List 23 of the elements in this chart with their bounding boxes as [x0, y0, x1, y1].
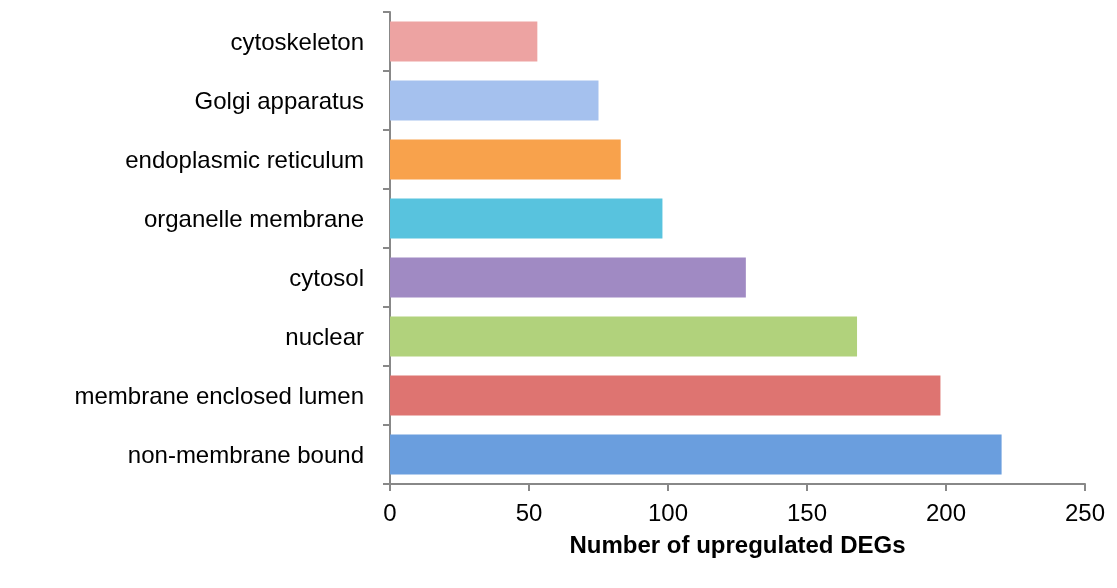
y-tick-label: nuclear: [285, 323, 364, 350]
bar: [390, 316, 858, 357]
y-tick-label: Golgi apparatus: [194, 87, 364, 114]
bar: [390, 139, 621, 180]
x-tick-label: 100: [647, 498, 689, 526]
y-tick-label: organelle membrane: [143, 205, 364, 232]
x-tick-label: 50: [515, 498, 543, 526]
y-tick-label: cytoskeleton: [230, 28, 364, 55]
x-tick-label: 150: [786, 498, 828, 526]
bar: [390, 80, 599, 121]
bar: [390, 198, 663, 239]
y-tick-label: membrane enclosed lumen: [74, 382, 364, 409]
x-axis-title: Number of upregulated DEGs: [569, 530, 906, 558]
bar: [390, 21, 538, 62]
y-tick-label: cytosol: [289, 264, 364, 291]
x-tick-label: 0: [383, 498, 397, 526]
y-tick-label: non-membrane bound: [127, 441, 364, 468]
bar: [390, 257, 746, 298]
x-tick-label: 200: [925, 498, 967, 526]
x-tick-label: 250: [1064, 498, 1106, 526]
bar: [390, 375, 941, 416]
bar: [390, 434, 1002, 475]
y-tick-label: endoplasmic reticulum: [125, 146, 364, 173]
